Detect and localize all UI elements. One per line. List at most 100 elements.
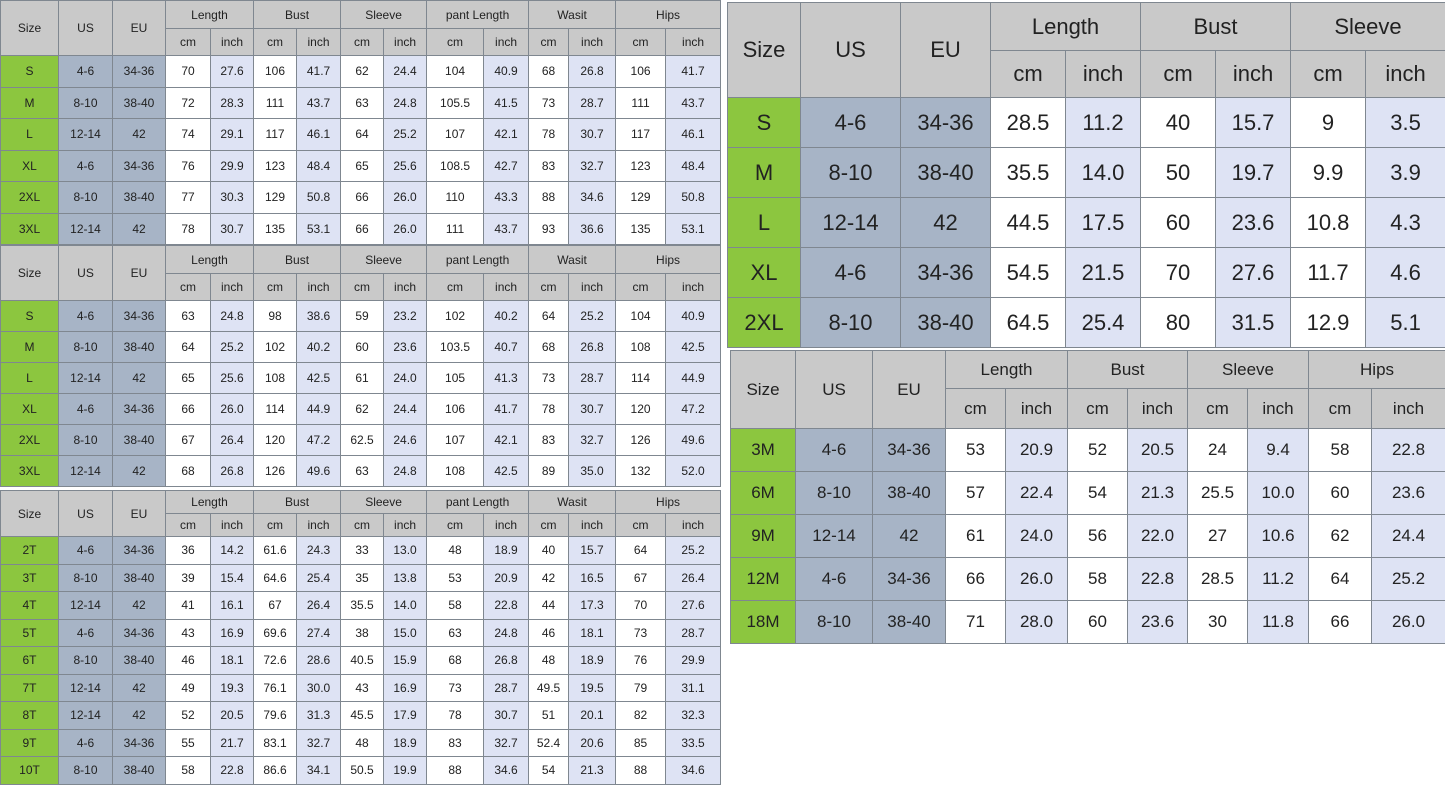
us-cell: 12-14 [58,118,113,151]
cm-cell: 104 [615,300,667,332]
cm-cell: 72.6 [253,646,298,675]
unit-header-cm: cm [615,28,667,56]
size-cell: S [0,300,59,332]
inch-cell: 13.8 [383,563,428,592]
size-cell: 6M [730,471,796,515]
cm-cell: 43 [340,673,385,702]
inch-cell: 42.1 [483,118,530,151]
inch-cell: 26.4 [665,563,722,592]
header-row: Size US EU Length Bust Sleeve Hips [730,350,1445,429]
inch-cell: 34.6 [483,756,530,785]
cm-cell: 50.5 [340,756,385,785]
inch-cell: 15.7 [568,536,617,565]
inch-cell: 26.0 [209,393,255,425]
unit-header-inch: inch [383,28,428,56]
inch-cell: 46.1 [665,118,722,151]
table-row: 2XL 8-10 38-40 64.5 25.4 80 31.5 12.9 5.1 [727,297,1445,348]
inch-cell: 47.2 [296,424,342,456]
cm-cell: 70 [165,55,211,88]
group-header: Wasit [528,245,617,274]
eu-cell: 42 [112,591,166,620]
column-header-eu: EU [112,490,166,537]
unit-header-cm: cm [528,273,570,301]
size-cell: XL [0,393,59,425]
unit-header-row: cm inch cm inch cm inch [728,50,1445,98]
cm-cell: 52 [165,701,211,730]
size-cell: L [0,118,59,151]
table-row: 9T 4-6 34-36 55 21.7 83.1 32.7 48 18.9 83 32.7 52.4… [0,728,722,757]
column-header-size: Size [727,2,801,98]
eu-cell: 38-40 [112,424,166,456]
table-row: 2XL 8-10 38-40 77 30.3 129 50.8 66 26.0 110 43.3 88… [0,181,722,214]
cm-cell: 126 [253,455,298,487]
us-cell: 8-10 [58,646,113,675]
inch-cell: 32.3 [665,701,722,730]
inch-cell: 41.5 [483,86,530,119]
eu-cell: 42 [112,362,166,394]
inch-cell: 40.9 [483,55,530,88]
inch-cell: 25.2 [568,300,617,332]
inch-cell: 34.6 [568,181,617,214]
cm-cell: 10.8 [1290,197,1367,248]
inch-cell: 21.3 [1127,471,1188,515]
cm-cell: 78 [165,212,211,245]
size-cell: 3T [0,563,59,592]
inch-cell: 17.3 [568,591,617,620]
cm-cell: 114 [615,362,667,394]
size-cell: 10T [0,756,59,785]
inch-cell: 16.9 [209,618,255,647]
cm-cell: 63 [340,86,385,119]
table-row: S 4-6 34-36 28.5 11.2 40 15.7 9 3.5 [727,97,1445,148]
cm-cell: 66 [340,181,385,214]
cm-cell: 30 [1187,600,1248,644]
inch-cell: 40.2 [296,331,342,363]
inch-cell: 48.4 [665,149,722,182]
unit-header-inch: inch [209,513,255,537]
cm-cell: 55 [165,728,211,757]
inch-cell: 28.3 [209,86,255,119]
inch-cell: 26.8 [568,55,617,88]
unit-header-inch: inch [483,28,530,56]
inch-cell: 30.7 [568,393,617,425]
table-row: 3T 8-10 38-40 39 15.4 64.6 25.4 35 13.8 53 20.9 42 1… [0,563,722,592]
inch-cell: 28.6 [296,646,342,675]
cm-cell: 53 [945,428,1006,472]
eu-cell: 38-40 [872,600,946,644]
cm-cell: 43 [165,618,211,647]
eu-cell: 34-36 [872,557,946,601]
cm-cell: 132 [615,455,667,487]
group-header: Bust [253,0,342,29]
inch-cell: 18.9 [383,728,428,757]
cm-cell: 68 [426,646,485,675]
inch-cell: 23.6 [383,331,428,363]
us-cell: 8-10 [58,331,113,363]
inch-cell: 21.3 [568,756,617,785]
cm-cell: 83 [528,424,570,456]
table-row: 10T 8-10 38-40 58 22.8 86.6 34.1 50.5 19.9 88 34.6… [0,756,722,785]
group-header: Hips [615,490,722,514]
us-cell: 4-6 [800,247,901,298]
inch-cell: 44.9 [296,393,342,425]
cm-cell: 98 [253,300,298,332]
cm-cell: 62 [340,55,385,88]
group-header: Bust [1140,2,1292,51]
cm-cell: 60 [1067,600,1128,644]
size-cell: M [0,331,59,363]
size-cell: 4T [0,591,59,620]
unit-header-cm: cm [165,273,211,301]
cm-cell: 45.5 [340,701,385,730]
unit-header-row: cm inch cm inch cm inch cm inch cm inch cm inch [1,28,722,56]
inch-cell: 48.4 [296,149,342,182]
unit-header-cm: cm [340,513,385,537]
unit-header-cm: cm [426,513,485,537]
cm-cell: 36 [165,536,211,565]
inch-cell: 47.2 [665,393,722,425]
cm-cell: 76.1 [253,673,298,702]
eu-cell: 34-36 [112,149,166,182]
group-header: Sleeve [340,245,428,274]
cm-cell: 79 [615,673,667,702]
inch-cell: 18.1 [568,618,617,647]
eu-cell: 34-36 [872,428,946,472]
unit-header-inch: inch [1371,388,1445,429]
inch-cell: 26.8 [209,455,255,487]
